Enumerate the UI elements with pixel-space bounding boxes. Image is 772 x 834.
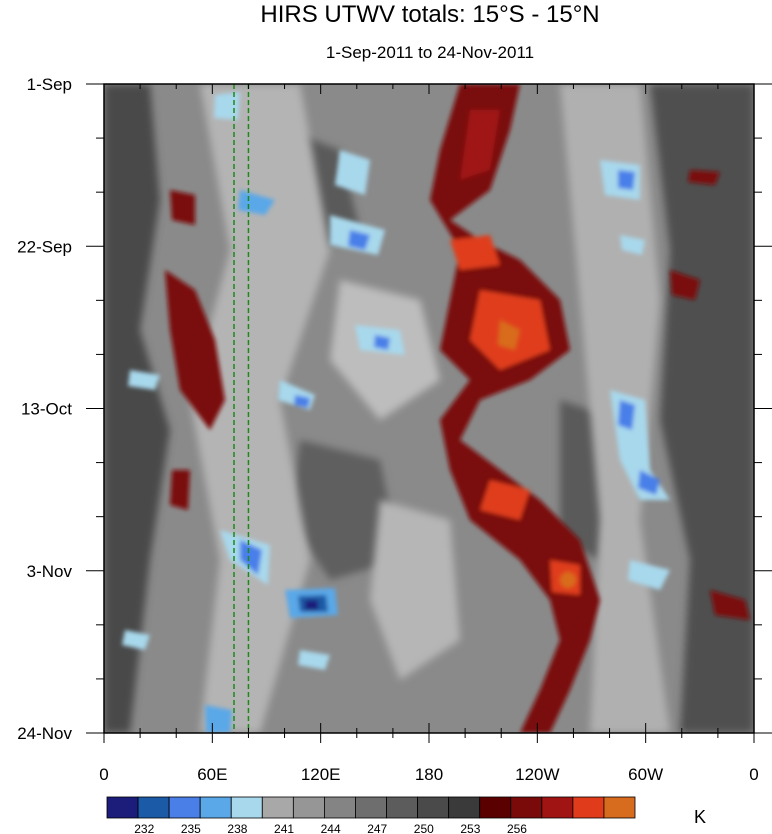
colorbar-label: 232 — [134, 822, 154, 834]
colorbar-unit: K — [694, 807, 706, 827]
y-tick-label: 13-Oct — [21, 400, 72, 419]
colorbar-label: 247 — [367, 822, 387, 834]
dark-band-east — [650, 84, 754, 733]
cool-core-east-1 — [618, 400, 635, 430]
colorbar-swatch — [479, 796, 512, 819]
cool-patch-2 — [335, 150, 370, 195]
colorbar-swatch — [417, 796, 450, 819]
warm-patch-west-1 — [170, 190, 195, 225]
x-tick-label: 0 — [99, 765, 108, 784]
dark-patch-2 — [290, 440, 400, 580]
x-tick-label: 120W — [515, 765, 559, 784]
colorbar-swatch — [137, 796, 170, 819]
cool-patch-20 — [122, 630, 150, 650]
y-tick-label: 3-Nov — [27, 562, 73, 581]
y-axis: 1-Sep 22-Sep 13-Oct 3-Nov 24-Nov — [17, 75, 772, 743]
cool-patch-21 — [128, 370, 160, 390]
x-axis: 0 60E 120E 180 120W 60W 0 — [99, 84, 759, 784]
colorbar-label: 241 — [274, 822, 294, 834]
cool-core-east-2 — [638, 470, 660, 495]
colorbar-label: 238 — [227, 822, 247, 834]
chart-subtitle: 1-Sep-2011 to 24-Nov-2011 — [326, 43, 534, 62]
warm-patch-east-1 — [688, 170, 720, 185]
warm-patch-east-3 — [670, 270, 700, 300]
colorbar-swatch — [106, 796, 139, 819]
cool-patch-12 — [620, 235, 645, 255]
cool-patch-19 — [628, 560, 670, 590]
colorbar-swatch — [572, 796, 605, 819]
cool-patch-7 — [374, 335, 390, 350]
x-tick-label: 0 — [749, 765, 758, 784]
colorbar-label: 235 — [181, 822, 201, 834]
light-band-4 — [370, 500, 460, 680]
cool-patch-17 — [305, 600, 318, 610]
light-band-1 — [190, 84, 330, 733]
colorbar-swatch — [541, 796, 574, 819]
warm-patch-west-2 — [170, 470, 190, 510]
x-tick-label: 180 — [415, 765, 443, 784]
colorbar: 232 235 238 241 244 247 250 253 256 — [106, 796, 636, 834]
colorbar-swatch — [448, 796, 481, 819]
colorbar-label: 253 — [460, 822, 480, 834]
cool-patch-22 — [298, 650, 330, 670]
colorbar-swatch — [603, 796, 636, 819]
colorbar-swatch — [168, 796, 201, 819]
cool-patch-18 — [205, 705, 232, 733]
warm-core-7 — [560, 572, 576, 588]
cool-patch-14 — [240, 540, 262, 575]
x-tick-label: 60W — [628, 765, 663, 784]
reference-lines — [233, 84, 250, 733]
colorbar-swatch — [230, 796, 263, 819]
contour-field — [104, 84, 754, 733]
y-tick-label: 24-Nov — [17, 724, 72, 743]
cool-patch-1 — [214, 92, 240, 120]
cool-patch-5 — [348, 230, 370, 250]
dark-band-west — [104, 84, 170, 733]
x-tick-label: 120E — [301, 765, 341, 784]
colorbar-swatch — [199, 796, 232, 819]
colorbar-label: 244 — [321, 822, 341, 834]
colorbar-swatch — [292, 796, 325, 819]
colorbar-swatch — [261, 796, 294, 819]
cool-patch-9 — [294, 395, 310, 408]
colorbar-label: 250 — [414, 822, 434, 834]
warm-core-3 — [498, 320, 520, 350]
warm-patch-east-2 — [710, 590, 750, 620]
cool-patch-3 — [238, 190, 275, 215]
cool-anomaly — [122, 92, 670, 733]
x-tick-label: 60E — [197, 765, 227, 784]
colorbar-swatch — [324, 796, 356, 819]
chart-title: HIRS UTWV totals: 15°S - 15°N — [260, 1, 599, 28]
colorbar-swatch — [510, 796, 543, 819]
y-tick-label: 1-Sep — [27, 75, 72, 94]
y-tick-label: 22-Sep — [17, 237, 72, 256]
warm-anomaly — [165, 84, 750, 733]
colorbar-label: 256 — [507, 822, 527, 834]
colorbar-swatch — [355, 796, 387, 819]
warm-core-5 — [480, 480, 530, 520]
warm-core-1 — [460, 110, 500, 180]
warm-core-4 — [450, 235, 500, 270]
cool-patch-11 — [618, 170, 635, 190]
warm-band-west — [165, 270, 225, 430]
colorbar-swatch — [386, 796, 418, 819]
